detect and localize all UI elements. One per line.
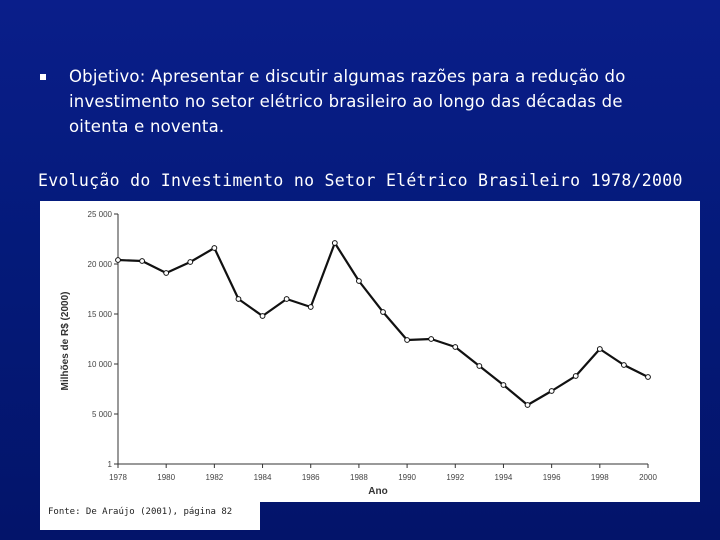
y-axis-label: Milhões de R$ (2000) bbox=[60, 292, 71, 391]
data-point bbox=[548, 388, 555, 394]
data-point bbox=[645, 374, 651, 380]
data-point bbox=[307, 304, 314, 310]
data-point bbox=[259, 313, 266, 319]
series-line bbox=[117, 241, 649, 407]
data-point bbox=[380, 309, 386, 315]
data-point bbox=[476, 363, 483, 369]
data-point bbox=[524, 402, 531, 408]
y-tick-label: 20 000 bbox=[88, 260, 113, 269]
objective-description: : Apresentar e discutir algumas razões p… bbox=[69, 67, 626, 136]
x-tick-label: 1988 bbox=[350, 473, 368, 482]
chart-section-title: Evolução do Investimento no Setor Elétri… bbox=[38, 171, 683, 190]
data-point bbox=[187, 259, 194, 265]
data-point bbox=[139, 258, 145, 264]
data-point bbox=[596, 346, 603, 352]
x-tick-label: 1996 bbox=[543, 473, 561, 482]
x-tick-label: 1984 bbox=[254, 473, 272, 482]
objective-text: Objetivo: Apresentar e discutir algumas … bbox=[69, 64, 679, 139]
y-tick-label: 25 000 bbox=[88, 210, 113, 219]
x-axis-label: Ano bbox=[368, 486, 387, 497]
x-tick-label: 2000 bbox=[639, 473, 657, 482]
y-tick-label: 15 000 bbox=[88, 310, 113, 319]
data-point bbox=[428, 336, 435, 342]
objective-keyword: Objetivo bbox=[69, 67, 140, 86]
source-note: Fonte: De Araújo (2001), página 82 bbox=[48, 507, 233, 517]
data-point bbox=[235, 296, 242, 302]
y-tick-label: 5 000 bbox=[92, 410, 113, 419]
source-box: Fonte: De Araújo (2001), página 82 bbox=[40, 502, 260, 530]
x-tick-label: 1986 bbox=[302, 473, 320, 482]
data-point bbox=[211, 245, 218, 251]
x-tick-label: 1990 bbox=[398, 473, 416, 482]
data-point bbox=[356, 278, 362, 284]
data-point bbox=[404, 337, 410, 343]
square-bullet-icon bbox=[40, 74, 46, 80]
y-tick-label: 1 bbox=[108, 460, 113, 469]
data-point bbox=[621, 362, 627, 368]
data-point bbox=[572, 373, 579, 379]
x-tick-label: 1998 bbox=[591, 473, 609, 482]
x-tick-label: 1994 bbox=[495, 473, 513, 482]
x-tick-label: 1982 bbox=[205, 473, 223, 482]
data-point bbox=[163, 270, 170, 276]
data-point bbox=[283, 296, 290, 302]
data-point bbox=[500, 382, 507, 388]
data-point bbox=[115, 257, 121, 263]
data-point bbox=[331, 240, 338, 246]
y-tick-label: 10 000 bbox=[88, 360, 113, 369]
x-tick-label: 1992 bbox=[446, 473, 464, 482]
x-tick-label: 1980 bbox=[157, 473, 175, 482]
x-tick-label: 1978 bbox=[109, 473, 127, 482]
data-point bbox=[452, 344, 459, 350]
